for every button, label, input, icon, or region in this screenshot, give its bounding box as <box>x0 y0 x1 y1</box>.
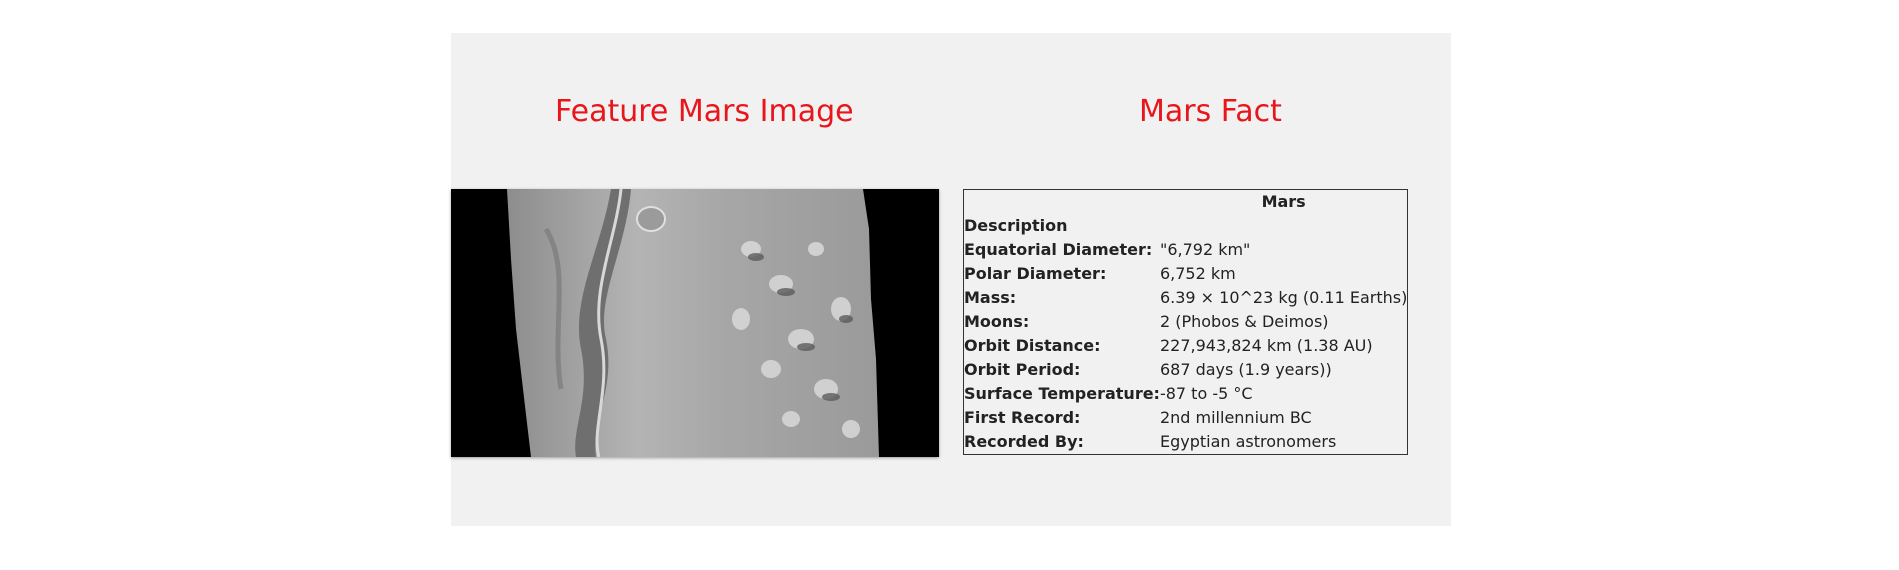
feature-image-heading: Feature Mars Image <box>555 94 854 129</box>
table-row: Equatorial Diameter: "6,792 km" <box>964 238 1408 262</box>
table-row: First Record: 2nd millennium BC <box>964 406 1408 430</box>
mars-facts-heading: Mars Fact <box>1139 94 1282 129</box>
table-row: Orbit Period: 687 days (1.9 years)) <box>964 358 1408 382</box>
table-column-header: Mars <box>1261 192 1306 211</box>
fact-label: Equatorial Diameter: <box>964 240 1153 259</box>
fact-label: Orbit Period: <box>964 360 1081 379</box>
fact-value: 2nd millennium BC <box>1159 408 1312 427</box>
table-row: Recorded By: Egyptian astronomers <box>964 430 1408 455</box>
fact-label: First Record: <box>964 408 1081 427</box>
fact-label: Polar Diameter: <box>964 264 1107 283</box>
fact-label: Description <box>964 216 1068 235</box>
table-row: Surface Temperature: -87 to -5 °C <box>964 382 1408 406</box>
table-row: Mass: 6.39 × 10^23 kg (0.11 Earths) <box>964 286 1408 310</box>
fact-value: 6.39 × 10^23 kg (0.11 Earths) <box>1159 288 1408 307</box>
fact-value <box>1160 214 1408 238</box>
table-row: Moons: 2 (Phobos & Deimos) <box>964 310 1408 334</box>
fact-value: 227,943,824 km (1.38 AU) <box>1159 336 1373 355</box>
fact-value: 2 (Phobos & Deimos) <box>1159 312 1329 331</box>
table-header-row: Mars <box>964 190 1408 215</box>
table-row: Description <box>964 214 1408 238</box>
fact-label: Surface Temperature: <box>964 384 1160 403</box>
fact-value: 687 days (1.9 years)) <box>1159 360 1332 379</box>
mars-facts-table: Mars Description Equatorial Diameter: "6,7… <box>963 189 1409 455</box>
fact-value: 6,752 km <box>1159 264 1236 283</box>
featured-mars-image[interactable] <box>451 189 939 457</box>
table-row: Orbit Distance: 227,943,824 km (1.38 AU) <box>964 334 1408 358</box>
fact-value: "6,792 km" <box>1159 240 1251 259</box>
fact-label: Recorded By: <box>964 432 1084 451</box>
fact-label: Moons: <box>964 312 1030 331</box>
table-row: Polar Diameter: 6,752 km <box>964 262 1408 286</box>
fact-value: Egyptian astronomers <box>1159 432 1337 451</box>
table-header-blank <box>964 190 1160 215</box>
fact-value: -87 to -5 °C <box>1159 384 1253 403</box>
fact-label: Orbit Distance: <box>964 336 1101 355</box>
fact-label: Mass: <box>964 288 1017 307</box>
